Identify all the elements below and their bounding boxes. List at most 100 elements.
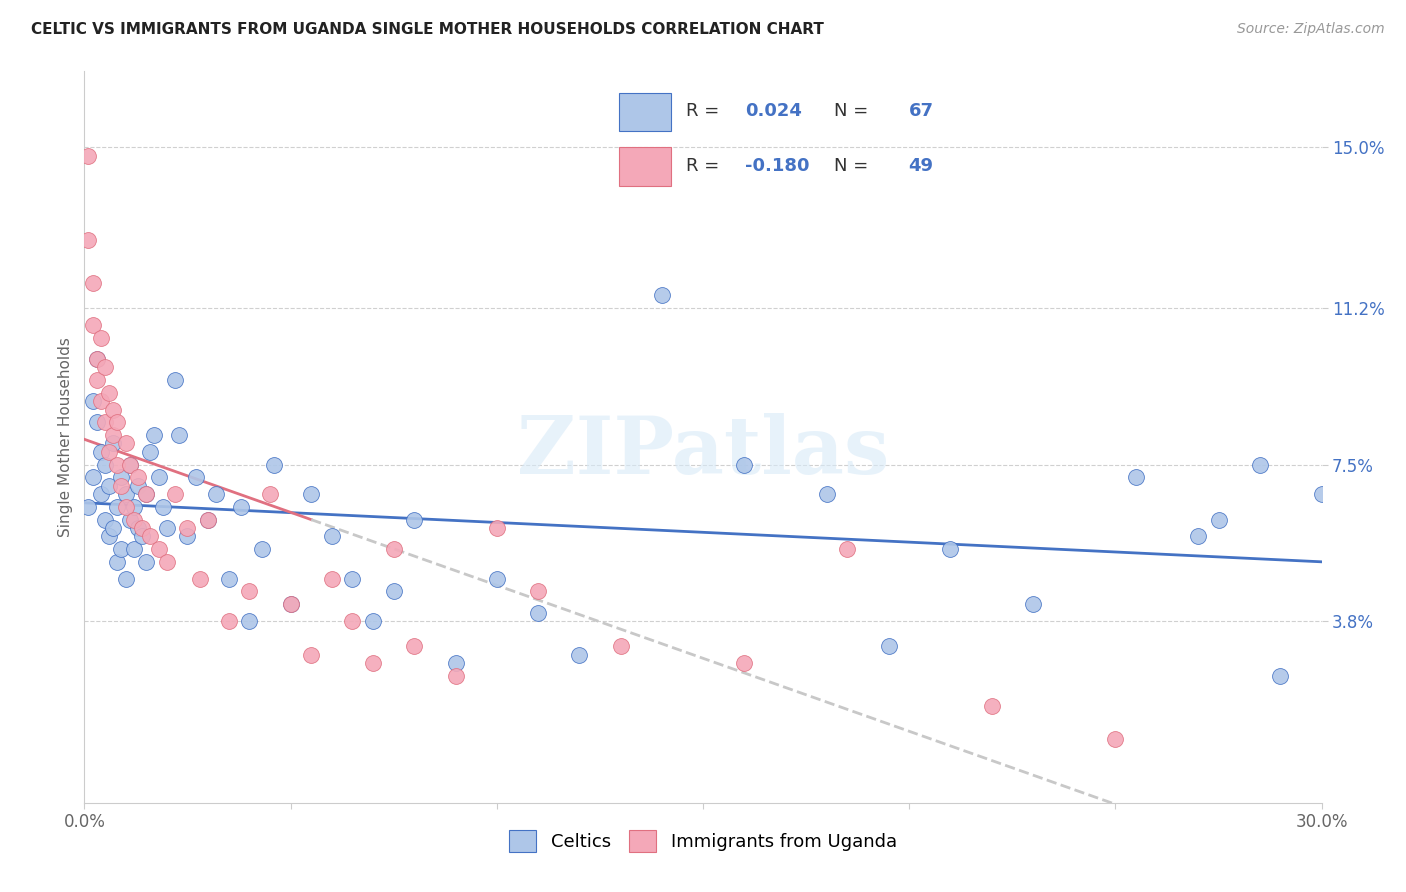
Text: CELTIC VS IMMIGRANTS FROM UGANDA SINGLE MOTHER HOUSEHOLDS CORRELATION CHART: CELTIC VS IMMIGRANTS FROM UGANDA SINGLE …	[31, 22, 824, 37]
Point	[263, 458, 285, 472]
Point	[280, 597, 302, 611]
Point	[299, 648, 322, 662]
Point	[118, 458, 141, 472]
Point	[82, 318, 104, 332]
Point	[280, 597, 302, 611]
Point	[485, 521, 508, 535]
Point	[1208, 512, 1230, 526]
Point	[135, 487, 157, 501]
Point	[86, 415, 108, 429]
Point	[218, 614, 240, 628]
Point	[980, 698, 1002, 713]
Point	[94, 458, 117, 472]
Point	[127, 470, 149, 484]
Point	[105, 500, 128, 514]
Point	[118, 458, 141, 472]
Point	[127, 479, 149, 493]
Point	[122, 500, 145, 514]
Point	[609, 640, 631, 654]
Point	[342, 614, 364, 628]
Point	[152, 500, 174, 514]
Point	[651, 288, 673, 302]
Point	[122, 542, 145, 557]
Point	[114, 500, 136, 514]
Text: ZIPatlas: ZIPatlas	[517, 413, 889, 491]
Point	[382, 584, 405, 599]
Point	[135, 555, 157, 569]
Point	[77, 149, 100, 163]
Point	[131, 529, 153, 543]
Point	[103, 402, 125, 417]
Point	[444, 657, 467, 671]
Point	[939, 542, 962, 557]
Point	[86, 351, 108, 366]
Text: Source: ZipAtlas.com: Source: ZipAtlas.com	[1237, 22, 1385, 37]
Point	[98, 445, 121, 459]
Point	[98, 479, 121, 493]
Point	[82, 470, 104, 484]
Point	[165, 487, 187, 501]
Point	[444, 669, 467, 683]
Point	[148, 470, 170, 484]
Point	[342, 572, 364, 586]
Point	[105, 458, 128, 472]
Point	[176, 521, 198, 535]
Point	[103, 436, 125, 450]
Point	[122, 512, 145, 526]
Point	[238, 584, 260, 599]
Point	[527, 584, 550, 599]
Point	[156, 521, 179, 535]
Point	[98, 529, 121, 543]
Point	[197, 512, 219, 526]
Point	[82, 394, 104, 409]
Point	[127, 521, 149, 535]
Y-axis label: Single Mother Households: Single Mother Households	[58, 337, 73, 537]
Point	[105, 555, 128, 569]
Point	[110, 479, 132, 493]
Point	[197, 512, 219, 526]
Point	[105, 415, 128, 429]
Point	[485, 572, 508, 586]
Point	[103, 428, 125, 442]
Point	[103, 521, 125, 535]
Point	[404, 512, 426, 526]
Point	[837, 542, 859, 557]
Point	[404, 640, 426, 654]
Point	[114, 487, 136, 501]
Point	[94, 415, 117, 429]
Point	[77, 234, 100, 248]
Point	[568, 648, 591, 662]
Point	[90, 487, 112, 501]
Point	[527, 606, 550, 620]
Point	[218, 572, 240, 586]
Legend: Celtics, Immigrants from Uganda: Celtics, Immigrants from Uganda	[502, 823, 904, 860]
Point	[1022, 597, 1045, 611]
Point	[321, 529, 343, 543]
Point	[135, 487, 157, 501]
Point	[77, 500, 100, 514]
Point	[299, 487, 322, 501]
Point	[1125, 470, 1147, 484]
Point	[90, 445, 112, 459]
Point	[361, 657, 384, 671]
Point	[1187, 529, 1209, 543]
Point	[90, 394, 112, 409]
Point	[139, 445, 162, 459]
Point	[238, 614, 260, 628]
Point	[382, 542, 405, 557]
Point	[94, 512, 117, 526]
Point	[82, 276, 104, 290]
Point	[167, 428, 190, 442]
Point	[733, 657, 755, 671]
Point	[205, 487, 228, 501]
Point	[139, 529, 162, 543]
Point	[143, 428, 166, 442]
Point	[1249, 458, 1271, 472]
Point	[361, 614, 384, 628]
Point	[321, 572, 343, 586]
Point	[86, 373, 108, 387]
Point	[110, 542, 132, 557]
Point	[1104, 732, 1126, 747]
Point	[815, 487, 838, 501]
Point	[259, 487, 281, 501]
